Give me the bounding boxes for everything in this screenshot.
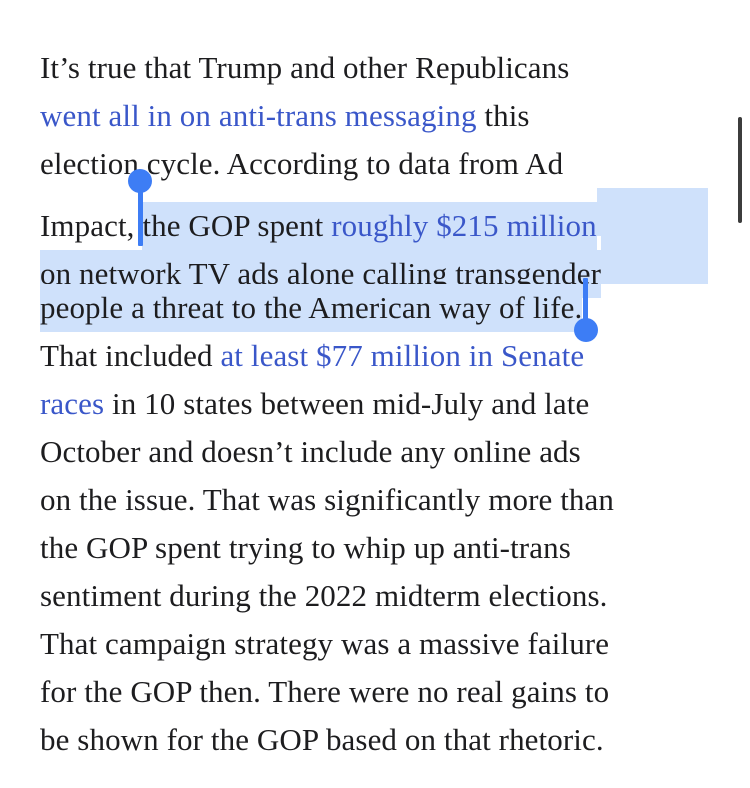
- inline-link[interactable]: races: [40, 386, 105, 421]
- text-line: on the issue. That was significantly mor…: [40, 476, 708, 524]
- text-line: races in 10 states between mid-July and …: [40, 380, 708, 428]
- text-line: be shown for the GOP based on that rheto…: [40, 716, 708, 764]
- scrollbar-thumb[interactable]: [738, 117, 742, 223]
- selected-text: the GOP spent: [142, 202, 332, 250]
- text-segment: sentiment during the 2022 midterm electi…: [40, 578, 608, 613]
- inline-link[interactable]: roughly $215 million: [331, 202, 597, 250]
- text-segment: October and doesn’t include any online a…: [40, 434, 581, 469]
- inline-link[interactable]: went all in on anti-trans messaging: [40, 98, 477, 133]
- text-line: the GOP spent trying to whip up anti-tra…: [40, 524, 708, 572]
- text-line: people a threat to the American way of l…: [40, 284, 708, 332]
- text-segment: That included: [40, 338, 221, 373]
- inline-link[interactable]: at least $77 million in Senate: [220, 338, 585, 373]
- text-segment: this: [476, 98, 530, 133]
- text-segment: It’s true that Trump and other Republica…: [40, 50, 570, 85]
- text-segment: That campaign strategy was a massive fai…: [40, 626, 610, 661]
- text-segment: Impact,: [40, 208, 143, 243]
- text-segment: election cycle. According to data from A…: [40, 146, 564, 181]
- selection-start-caret: [137, 181, 143, 246]
- selection-end-knob-icon: [573, 318, 598, 342]
- text-segment: for the GOP then. There were no real gai…: [40, 674, 610, 709]
- selection-fill: [601, 236, 708, 284]
- text-segment: in 10 states between mid-July and late: [104, 386, 590, 421]
- text-line: went all in on anti-trans messaging this: [40, 92, 708, 140]
- text-line: That included at least $77 million in Se…: [40, 332, 708, 380]
- text-segment: the GOP spent trying to whip up anti-tra…: [40, 530, 571, 565]
- selection-fill: [596, 188, 708, 236]
- text-line: Impact, the GOP spent roughly $215 milli…: [40, 188, 708, 250]
- text-segment: on the issue. That was significantly mor…: [40, 482, 614, 517]
- selected-text: people a threat to the American way of l…: [40, 284, 583, 332]
- text-line: election cycle. According to data from A…: [40, 140, 708, 188]
- text-line: sentiment during the 2022 midterm electi…: [40, 572, 708, 620]
- text-segment: be shown for the GOP based on that rheto…: [40, 722, 604, 757]
- selection-end-caret: [583, 278, 589, 330]
- text-line: October and doesn’t include any online a…: [40, 428, 708, 476]
- text-line: for the GOP then. There were no real gai…: [40, 668, 708, 716]
- text-line: It’s true that Trump and other Republica…: [40, 44, 708, 92]
- text-line: That campaign strategy was a massive fai…: [40, 620, 708, 668]
